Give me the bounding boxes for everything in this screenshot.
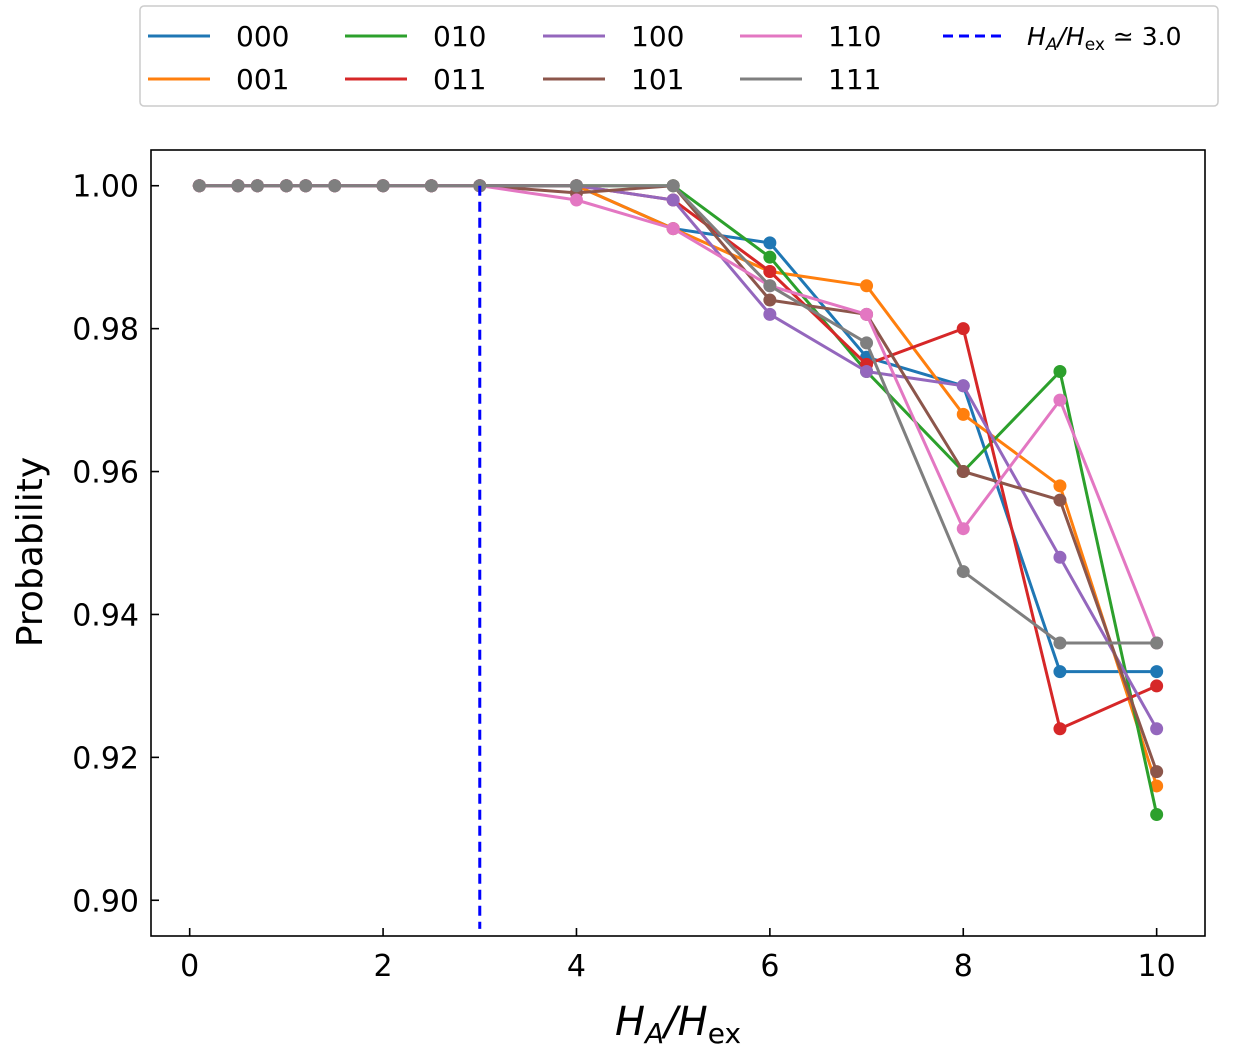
legend-entry-111: 111 xyxy=(740,63,881,96)
y-tick-label: 0.90 xyxy=(72,884,139,919)
series-line-010 xyxy=(199,184,1159,815)
data-point xyxy=(763,293,777,307)
data-point xyxy=(1150,665,1164,679)
legend-label: 001 xyxy=(236,63,289,96)
data-point xyxy=(1053,636,1067,650)
x-axis-ticks: 0 2 4 6 8 10 xyxy=(180,928,1176,984)
data-point xyxy=(1150,679,1164,693)
data-point xyxy=(666,179,680,193)
data-point xyxy=(1053,550,1067,564)
data-point xyxy=(1150,765,1164,779)
data-point xyxy=(956,565,970,579)
data-point xyxy=(1053,393,1067,407)
legend-vline-label: HA/Hex ≃ 3.0 xyxy=(1027,22,1182,55)
series-001 xyxy=(192,179,1164,793)
data-point xyxy=(569,193,583,207)
legend-entry-101: 101 xyxy=(543,63,684,96)
legend-label: 111 xyxy=(828,63,881,96)
data-point xyxy=(1053,722,1067,736)
plot-area-frame xyxy=(150,149,1206,937)
x-tick-label: 0 xyxy=(180,949,199,984)
y-tick-label: 0.98 xyxy=(72,313,139,348)
legend-label: 011 xyxy=(433,63,486,96)
x-tick-label: 8 xyxy=(954,949,973,984)
data-point xyxy=(763,236,777,250)
legend-entry-011: 011 xyxy=(345,63,486,96)
legend-label: 101 xyxy=(631,63,684,96)
series-layer xyxy=(192,179,1164,822)
data-point xyxy=(192,179,206,193)
data-point xyxy=(569,179,583,193)
data-point xyxy=(299,179,313,193)
data-point xyxy=(1053,479,1067,493)
data-point xyxy=(666,193,680,207)
legend-entry-000: 000 xyxy=(148,20,289,53)
x-tick-label: 10 xyxy=(1138,949,1176,984)
series-000 xyxy=(192,179,1164,679)
x-axis-label: HA/Hex xyxy=(615,999,741,1049)
data-point xyxy=(860,279,874,293)
data-point xyxy=(763,264,777,278)
y-tick-label: 0.96 xyxy=(72,456,139,491)
data-point xyxy=(956,465,970,479)
series-line-101 xyxy=(199,184,1159,773)
legend-entry-100: 100 xyxy=(543,20,684,53)
y-tick-label: 0.94 xyxy=(72,598,139,633)
data-point xyxy=(1053,665,1067,679)
series-line-100 xyxy=(199,184,1159,730)
y-axis-label: Probability xyxy=(10,457,51,647)
y-tick-label: 0.92 xyxy=(72,741,139,776)
data-point xyxy=(250,179,264,193)
data-point xyxy=(860,365,874,379)
legend-entry-010: 010 xyxy=(345,20,486,53)
series-101 xyxy=(192,179,1164,779)
series-line-011 xyxy=(199,184,1158,731)
data-point xyxy=(860,307,874,321)
data-point xyxy=(376,179,390,193)
data-point xyxy=(328,179,342,193)
series-line-111 xyxy=(199,184,1157,645)
data-point xyxy=(1150,808,1164,822)
series-line-110 xyxy=(199,184,1159,644)
legend-label: 000 xyxy=(236,20,289,53)
data-point xyxy=(956,407,970,421)
x-tick-label: 6 xyxy=(760,949,779,984)
series-010 xyxy=(192,179,1164,822)
legend-entry-001: 001 xyxy=(148,63,289,96)
data-point xyxy=(1053,365,1067,379)
legend-label: 100 xyxy=(631,20,684,53)
data-point xyxy=(956,522,970,536)
y-tick-label: 1.00 xyxy=(72,170,139,205)
data-point xyxy=(1150,779,1164,793)
data-point xyxy=(666,222,680,236)
data-point xyxy=(231,179,245,193)
legend: 000 001 010 011 100 101 110 111 HA/Hex ≃ 3.0 xyxy=(139,5,1219,107)
data-point xyxy=(860,336,874,350)
legend-entry-vline: HA/Hex ≃ 3.0 xyxy=(943,22,1182,55)
data-point xyxy=(763,279,777,293)
series-line-000 xyxy=(199,184,1157,674)
legend-entry-110: 110 xyxy=(740,20,881,53)
legend-label: 110 xyxy=(828,20,881,53)
data-point xyxy=(956,379,970,393)
x-tick-label: 4 xyxy=(567,949,586,984)
legend-entries: 000 001 010 011 100 101 110 111 xyxy=(148,20,881,96)
x-tick-label: 2 xyxy=(374,949,393,984)
data-point xyxy=(1150,722,1164,736)
series-111 xyxy=(192,179,1164,650)
data-point xyxy=(279,179,293,193)
legend-frame xyxy=(139,5,1219,107)
data-point xyxy=(1150,636,1164,650)
data-point xyxy=(763,250,777,264)
data-point xyxy=(1053,493,1067,507)
data-point xyxy=(956,322,970,336)
legend-label: 010 xyxy=(433,20,486,53)
data-point xyxy=(424,179,438,193)
y-axis-ticks: 0.90 0.92 0.94 0.96 0.98 1.00 xyxy=(72,170,159,919)
data-point xyxy=(763,307,777,321)
